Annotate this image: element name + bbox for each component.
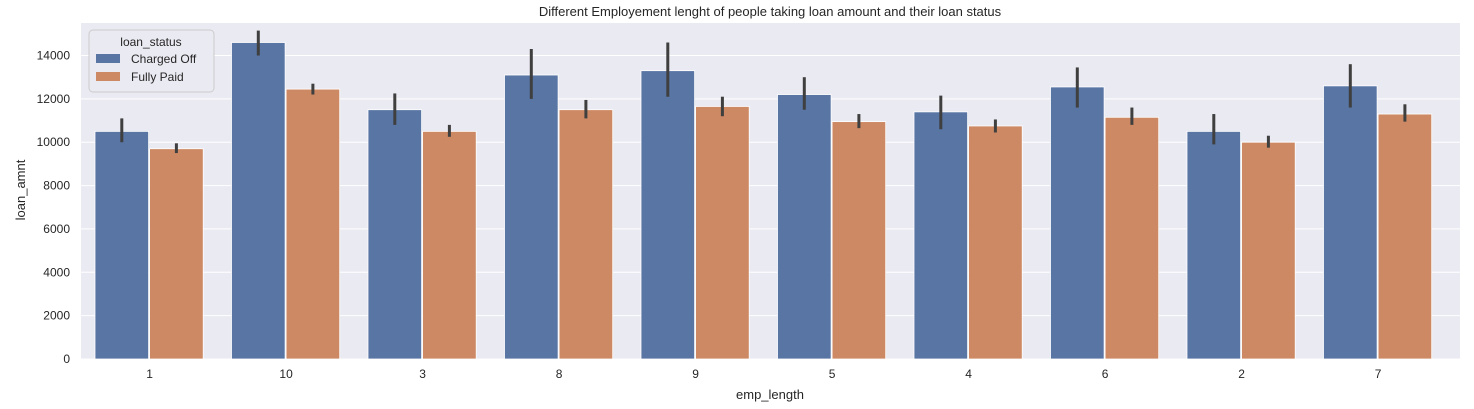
legend-label-charged-off: Charged Off [131,52,197,66]
x-tick-label: 6 [1102,367,1109,381]
bars [94,42,1433,360]
x-tick-label: 9 [692,367,699,381]
bar-charged-off-8 [504,74,559,360]
bar-fully-paid-3 [422,130,477,360]
bar-fully-paid-7 [1377,113,1433,360]
bar-charged-off-4 [913,111,968,360]
y-tick-label: 6000 [43,222,70,236]
legend-label-fully-paid: Fully Paid [131,70,184,84]
y-axis-label: loan_amnt [13,159,28,220]
error-bars [120,30,1407,154]
x-axis-label: emp_length [736,387,804,402]
bar-fully-paid-6 [1104,116,1160,360]
x-tick-label: 7 [1375,367,1382,381]
bar-charged-off-3 [367,109,422,360]
x-tick-label: 8 [556,367,563,381]
bar-fully-paid-1 [149,148,204,360]
bar-fully-paid-4 [968,125,1023,360]
x-tick-label: 4 [965,367,972,381]
y-tick-labels: 0 2000 4000 6000 8000 10000 12000 14000 [37,49,71,366]
bar-charged-off-9 [640,70,695,360]
bar-charged-off-5 [777,94,832,360]
x-tick-labels: 1 10 3 8 9 5 4 6 2 7 [146,367,1382,381]
x-tick-label: 1 [146,367,153,381]
bar-charged-off-1 [94,130,149,360]
y-tick-label: 10000 [37,135,71,149]
bar-charged-off-7 [1323,85,1378,360]
bar-fully-paid-8 [558,109,614,360]
x-tick-label: 2 [1238,367,1245,381]
legend-swatch-fully-paid [96,72,120,81]
bar-fully-paid-5 [831,121,887,360]
bar-fully-paid-9 [695,106,750,360]
y-tick-label: 12000 [37,92,71,106]
x-tick-label: 5 [829,367,836,381]
y-tick-label: 0 [63,352,70,366]
y-tick-label: 4000 [43,265,70,279]
y-tick-label: 2000 [43,309,70,323]
bar-charged-off-6 [1050,86,1105,360]
chart-title: Different Employement lenght of people t… [539,4,1002,19]
x-tick-label: 10 [279,367,293,381]
y-tick-label: 14000 [37,49,71,63]
bar-charged-off-10 [231,42,286,360]
legend-box [88,29,215,93]
legend-swatch-charged-off [96,54,120,63]
legend-title: loan_status [120,35,181,49]
y-tick-label: 8000 [43,179,70,193]
legend: loan_status Charged Off Fully Paid [88,29,215,93]
x-tick-label: 3 [419,367,426,381]
bar-fully-paid-10 [285,88,341,360]
bar-charged-off-2 [1186,130,1241,360]
bar-fully-paid-2 [1241,141,1296,360]
